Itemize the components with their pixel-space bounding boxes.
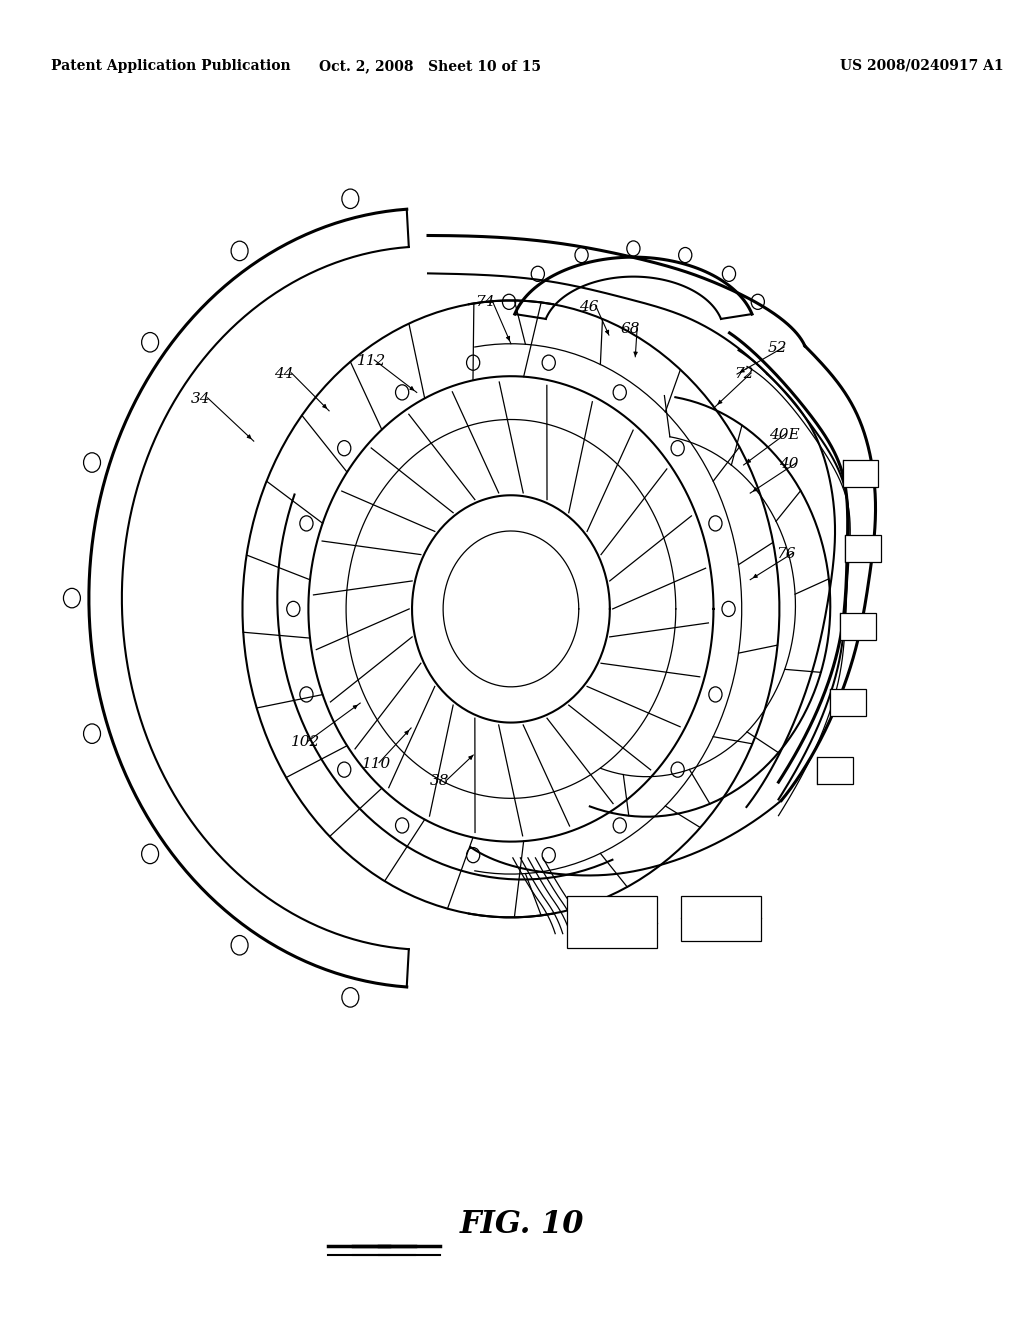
Text: 74: 74 [475,294,495,309]
Text: 112: 112 [357,354,387,368]
Text: 76: 76 [776,546,796,561]
Text: Oct. 2, 2008   Sheet 10 of 15: Oct. 2, 2008 Sheet 10 of 15 [319,59,541,73]
Text: 110: 110 [362,758,391,771]
Text: 72: 72 [734,367,754,381]
Text: 52: 52 [767,342,786,355]
Text: US 2008/0240917 A1: US 2008/0240917 A1 [840,59,1004,73]
Text: 38: 38 [430,775,450,788]
Bar [846,536,882,562]
Text: 40E: 40E [769,428,800,442]
Bar [830,689,866,715]
Text: 34: 34 [190,392,210,407]
Bar [840,614,876,640]
Text: 46: 46 [579,300,598,314]
Text: 40: 40 [779,457,799,471]
Bar [567,896,657,948]
Text: Patent Application Publication: Patent Application Publication [51,59,291,73]
Bar [681,896,761,941]
Bar [843,459,879,487]
Text: 68: 68 [621,322,640,335]
Text: FIG. 10: FIG. 10 [460,1209,585,1239]
Text: 102: 102 [292,735,321,750]
Bar [817,758,853,784]
Text: 44: 44 [274,367,294,381]
